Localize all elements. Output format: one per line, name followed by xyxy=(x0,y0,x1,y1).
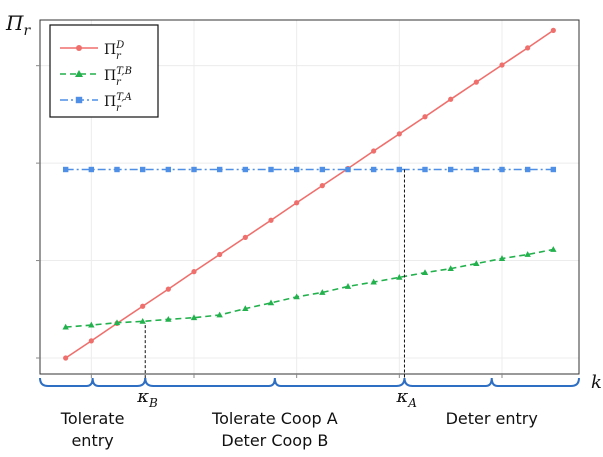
data-point xyxy=(371,148,377,154)
data-point xyxy=(88,321,95,328)
data-point xyxy=(267,299,275,306)
region-brace-2 xyxy=(144,377,406,387)
legend-item-2: ΠT,B r xyxy=(60,66,132,88)
threshold-label-1: κB xyxy=(136,386,158,410)
data-point xyxy=(344,283,352,289)
data-point xyxy=(370,166,377,173)
legend-box xyxy=(49,24,159,118)
data-point xyxy=(217,251,223,258)
data-point xyxy=(396,273,403,280)
data-point xyxy=(550,166,557,173)
data-point xyxy=(550,27,556,33)
data-point xyxy=(473,166,480,173)
data-point xyxy=(499,166,505,173)
data-point xyxy=(140,303,146,309)
data-point xyxy=(242,166,249,173)
legend-marker xyxy=(75,70,83,77)
data-point xyxy=(242,234,248,240)
data-point xyxy=(473,260,480,266)
data-point xyxy=(216,166,223,173)
legend-label-1: ΠD r xyxy=(104,40,124,62)
region-brace-1 xyxy=(39,377,147,387)
series-layer xyxy=(62,27,557,361)
data-point xyxy=(190,314,198,321)
data-point xyxy=(293,166,300,173)
data-point xyxy=(88,166,95,173)
data-point xyxy=(139,166,146,173)
legend-items: ΠD r ΠT,B r ΠT,A r xyxy=(60,40,132,114)
data-point xyxy=(396,166,403,173)
data-point xyxy=(524,166,531,173)
region-label-3-line-1: Deter entry xyxy=(446,409,538,428)
data-point xyxy=(268,217,274,223)
data-point xyxy=(165,286,171,292)
data-point xyxy=(62,166,69,173)
data-point xyxy=(473,79,479,85)
region-label-2-line-1: Tolerate Coop A xyxy=(211,409,338,428)
data-point xyxy=(319,289,326,295)
data-point xyxy=(396,131,402,137)
data-point xyxy=(62,323,69,330)
data-point xyxy=(524,251,531,257)
y-axis-label: Πr xyxy=(5,11,31,39)
region-labels: Tolerate entry Tolerate Coop A Deter Coop B… xyxy=(60,409,538,450)
data-point xyxy=(139,317,146,324)
data-point xyxy=(525,45,531,51)
data-point xyxy=(319,183,325,189)
series-line-2 xyxy=(65,248,554,328)
data-point xyxy=(499,62,505,68)
series-2 xyxy=(62,246,557,330)
data-point xyxy=(421,269,429,276)
x-axis-label: k xyxy=(591,372,602,393)
data-point xyxy=(191,166,197,173)
data-point xyxy=(448,96,454,102)
data-point xyxy=(216,311,223,318)
series-1 xyxy=(63,27,556,361)
threshold-layer: κB κA xyxy=(136,169,417,410)
legend-item-1: ΠD r xyxy=(60,40,124,62)
data-point xyxy=(165,315,172,322)
region-label-1-line-2: entry xyxy=(71,431,113,450)
legend-item-3: ΠT,A r xyxy=(60,92,132,114)
series-line-1 xyxy=(65,29,554,359)
data-point xyxy=(498,255,506,261)
data-point xyxy=(319,166,326,173)
plot-frame xyxy=(39,19,580,375)
legend-label-3: ΠT,A r xyxy=(104,92,132,114)
region-braces xyxy=(39,377,580,387)
region-label-1-line-1: Tolerate xyxy=(60,409,125,428)
data-point xyxy=(422,166,428,173)
region-brace-3 xyxy=(403,377,580,387)
data-point xyxy=(550,246,557,252)
region-label-2-line-2: Deter Coop B xyxy=(221,431,328,450)
data-point xyxy=(370,278,377,285)
threshold-label-2: κA xyxy=(395,386,417,410)
data-point xyxy=(113,319,121,326)
data-point xyxy=(191,269,197,275)
data-point xyxy=(165,166,172,173)
data-point xyxy=(447,166,454,173)
legend-marker xyxy=(75,96,83,104)
data-point xyxy=(294,200,300,206)
data-point xyxy=(114,166,120,173)
data-point xyxy=(447,265,454,272)
legend-label-2: ΠT,B r xyxy=(104,66,132,88)
legend: ΠD r ΠT,B r ΠT,A r xyxy=(49,24,159,118)
data-point xyxy=(345,166,351,173)
series-3 xyxy=(62,166,557,173)
data-point xyxy=(293,293,300,300)
data-point xyxy=(63,355,69,361)
y-ticks xyxy=(36,65,40,359)
data-point xyxy=(242,305,249,312)
data-point xyxy=(422,114,428,120)
data-point xyxy=(268,166,274,173)
legend-marker xyxy=(76,45,82,51)
data-point xyxy=(88,338,94,344)
x-ticks xyxy=(90,374,503,378)
